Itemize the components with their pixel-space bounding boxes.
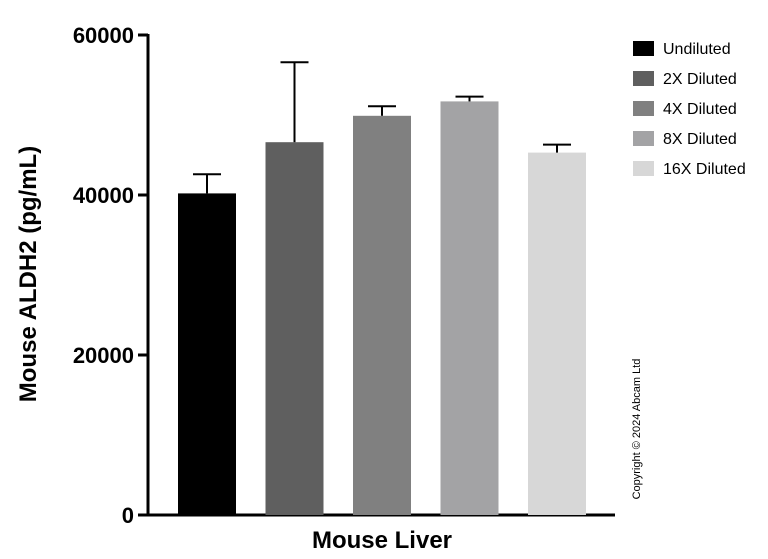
legend-swatch bbox=[633, 161, 654, 176]
legend: Undiluted 2X Diluted 4X Diluted 8X Diluted 1… bbox=[633, 41, 746, 178]
x-axis-title: Mouse Liver bbox=[312, 527, 452, 554]
y-tick-label: 0 bbox=[122, 503, 134, 528]
y-axis-title: Mouse ALDH2 (pg/mL) bbox=[15, 146, 42, 402]
bar-5 bbox=[528, 152, 586, 515]
bar-2 bbox=[265, 142, 324, 515]
y-tick-label: 20000 bbox=[73, 343, 134, 368]
legend-label: 2X Diluted bbox=[663, 71, 737, 88]
legend-swatch bbox=[633, 101, 654, 116]
legend-swatch bbox=[633, 71, 654, 86]
legend-label: 4X Diluted bbox=[663, 101, 737, 118]
y-tick-label: 60000 bbox=[73, 23, 134, 48]
y-tick-label: 40000 bbox=[73, 183, 134, 208]
legend-label: 16X Diluted bbox=[663, 161, 746, 178]
bar-3 bbox=[353, 115, 411, 516]
bar-4 bbox=[440, 101, 499, 516]
legend-swatch bbox=[633, 131, 654, 146]
copyright-text: Copyright © 2024 Abcam Ltd bbox=[631, 359, 643, 500]
legend-label: Undiluted bbox=[663, 41, 731, 58]
legend-label: 8X Diluted bbox=[663, 131, 737, 148]
legend-swatch bbox=[633, 41, 654, 56]
bar-1 bbox=[178, 193, 236, 515]
